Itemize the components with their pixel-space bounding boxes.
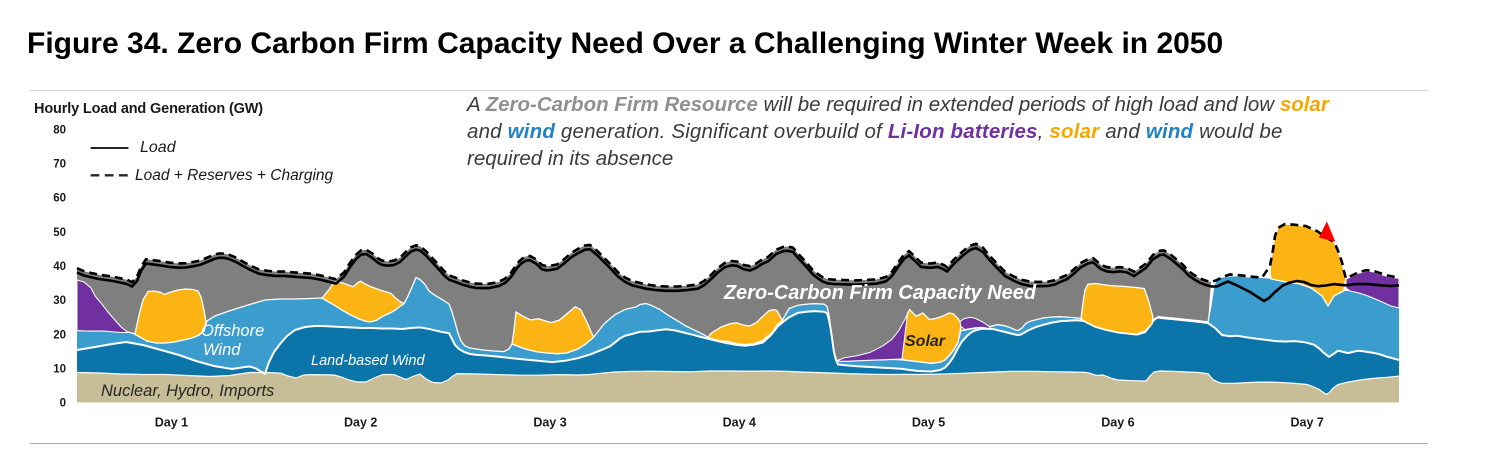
svg-text:Day 7: Day 7	[1291, 416, 1324, 430]
svg-text:Wind: Wind	[203, 341, 241, 359]
svg-text:50: 50	[53, 227, 66, 239]
svg-text:0: 0	[60, 398, 66, 410]
svg-text:Land-based Wind: Land-based Wind	[311, 353, 425, 369]
svg-text:Zero-Carbon Firm Capacity Need: Zero-Carbon Firm Capacity Need	[723, 282, 1037, 304]
svg-text:80: 80	[53, 124, 66, 136]
svg-text:40: 40	[53, 261, 66, 273]
svg-text:Day 2: Day 2	[344, 416, 377, 430]
svg-text:Day 3: Day 3	[533, 416, 566, 430]
svg-text:70: 70	[53, 158, 66, 170]
svg-text:20: 20	[53, 329, 66, 341]
svg-text:10: 10	[53, 364, 66, 376]
svg-text:Nuclear, Hydro, Imports: Nuclear, Hydro, Imports	[101, 382, 274, 400]
svg-text:Day 6: Day 6	[1101, 416, 1134, 430]
svg-text:Day 5: Day 5	[912, 416, 945, 430]
svg-text:Day 1: Day 1	[155, 416, 188, 430]
svg-text:30: 30	[53, 295, 66, 307]
svg-text:60: 60	[53, 193, 66, 205]
svg-text:Offshore: Offshore	[201, 322, 264, 340]
svg-text:Day 4: Day 4	[723, 416, 756, 430]
svg-text:Solar: Solar	[905, 333, 946, 350]
